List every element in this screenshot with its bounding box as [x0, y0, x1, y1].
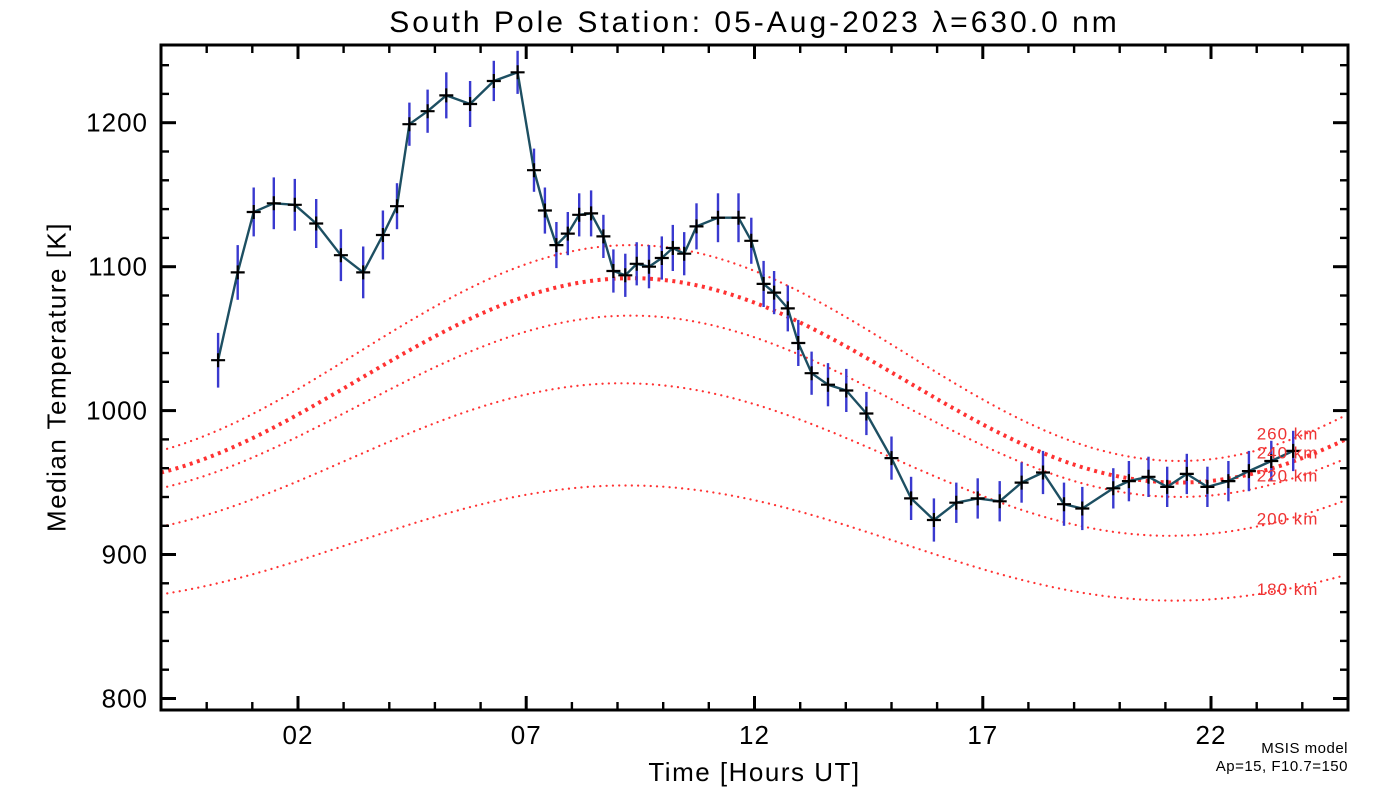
model-curves: [159, 244, 1346, 602]
data-point-markers: [211, 65, 1301, 527]
y-axis-title: Median Temperature [K]: [41, 222, 72, 532]
model-curve-220km: [159, 314, 1346, 499]
model-label-260km: 260 km: [1257, 425, 1319, 444]
x-tick-label: 02: [283, 720, 314, 750]
axis-ticks: [161, 45, 1348, 710]
model-label-240km: 240 km: [1257, 443, 1319, 462]
msis-params-annotation: Ap=15, F10.7=150: [1215, 758, 1348, 775]
model-curve-260km: [159, 244, 1346, 463]
y-tick-label: 1000: [86, 396, 148, 426]
msis-model-annotation: MSIS model: [1261, 740, 1348, 757]
x-tick-label: 07: [511, 720, 542, 750]
y-tick-label: 1100: [88, 252, 148, 282]
x-tick-label: 12: [739, 720, 770, 750]
chart-title: South Pole Station: 05-Aug-2023 λ=630.0 …: [389, 6, 1120, 39]
x-tick-label: 22: [1196, 720, 1227, 750]
x-tick-label: 17: [967, 720, 998, 750]
model-label-200km: 200 km: [1257, 510, 1319, 529]
data-series-line: [216, 71, 1294, 522]
model-label-220km: 220 km: [1257, 466, 1319, 485]
plot-frame: [159, 43, 1350, 712]
error-bars: [216, 50, 1295, 542]
model-curve-200km: [159, 382, 1346, 537]
x-tick-labels: 02 07 12 17 22: [283, 720, 1227, 750]
y-tick-label: 1200: [86, 108, 148, 138]
x-axis-title: Time [Hours UT]: [648, 757, 861, 787]
model-label-180km: 180 km: [1257, 580, 1319, 599]
y-tick-label: 900: [102, 540, 148, 570]
y-tick-label: 800: [102, 684, 148, 714]
model-curve-240km: [160, 276, 1346, 485]
y-tick-labels: 800 900 1000 1100 1200: [86, 108, 148, 714]
model-curve-180km: [159, 484, 1346, 602]
